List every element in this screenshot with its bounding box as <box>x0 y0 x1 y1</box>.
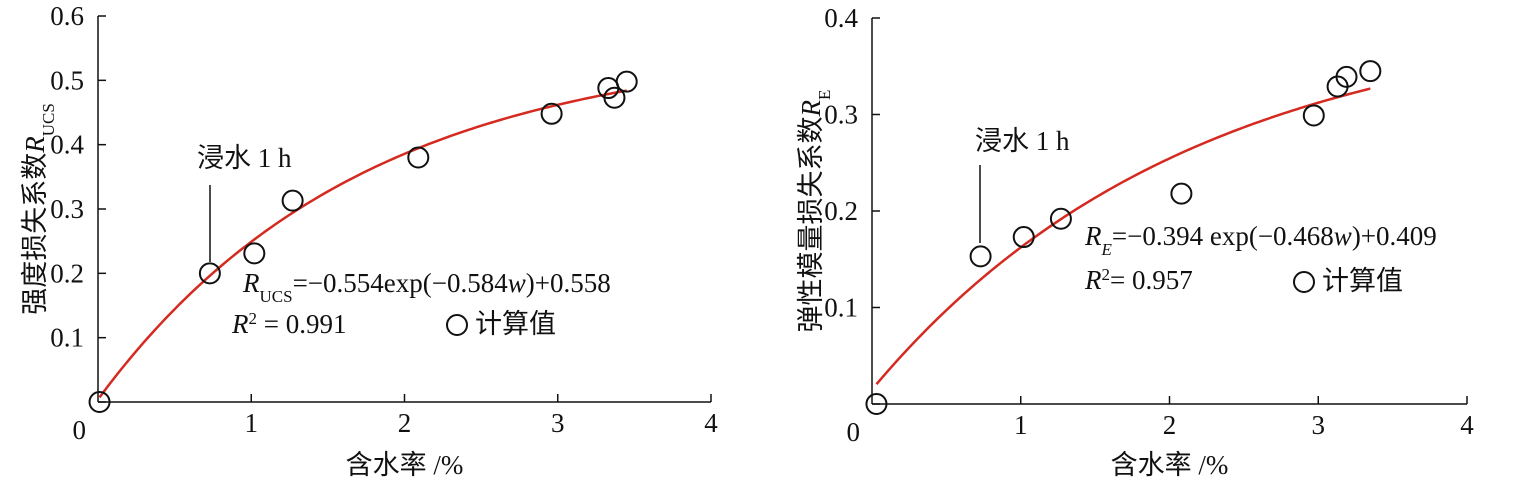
y-tick-label: 0.1 <box>50 323 84 353</box>
legend-marker <box>1293 271 1315 293</box>
data-point <box>1335 65 1358 88</box>
data-point <box>615 70 638 93</box>
y-tick-label: 0.2 <box>50 258 84 288</box>
x-tick-label: 4 <box>1460 410 1474 440</box>
fit-equation: RUCS=−0.554exp(−0.584w)+0.558 <box>242 268 611 306</box>
text-part: w <box>508 268 526 298</box>
annotation: 浸水 1 h <box>197 143 292 173</box>
text-part: )+0.409 <box>1352 221 1437 251</box>
text-part: R <box>242 268 260 298</box>
legend-label: 计算值 <box>1322 266 1403 296</box>
r-squared: R2= 0.957 <box>1084 265 1193 296</box>
data-point <box>603 86 626 109</box>
data-point <box>1012 226 1035 249</box>
data-point <box>281 189 304 212</box>
text-part: R <box>1084 221 1102 251</box>
y-tick-label: 0 <box>847 417 861 447</box>
text-part: = 0.957 <box>1110 265 1193 295</box>
x-tick-label: 1 <box>245 408 259 438</box>
data-point <box>1302 104 1325 127</box>
x-tick-label: 4 <box>704 408 718 438</box>
x-axis-label: 含水率 /% <box>1111 450 1229 480</box>
x-tick-label: 2 <box>398 408 412 438</box>
text-part: )+0.558 <box>526 268 611 298</box>
y-tick-label: 0.2 <box>824 196 858 226</box>
annotation: 浸水 1 h <box>975 126 1070 156</box>
y-tick-label: 0.4 <box>824 3 858 33</box>
text-part: 2 <box>249 309 258 328</box>
y-tick-label: 0 <box>73 415 87 445</box>
text-part: R <box>1084 265 1102 295</box>
text-part: = 0.991 <box>257 309 346 339</box>
text-part: R <box>20 136 50 154</box>
fit-equation: RE=−0.394 exp(−0.468w)+0.409 <box>1084 221 1437 259</box>
text-part: R <box>796 99 826 117</box>
text-part: E <box>815 90 834 100</box>
data-point <box>198 262 221 285</box>
r-squared: R2 = 0.991 <box>231 309 346 340</box>
text-part: R <box>231 309 249 339</box>
data-point <box>88 391 111 413</box>
y-tick-label: 0.3 <box>50 194 84 224</box>
data-point <box>407 146 430 169</box>
text-part: UCS <box>39 103 58 136</box>
text-part: 弹性模量损失系数 <box>796 116 826 332</box>
text-part: =−0.554exp(−0.584 <box>293 268 509 298</box>
y-tick-label: 0.4 <box>50 130 84 160</box>
data-point <box>969 245 992 268</box>
text-part: w <box>1334 221 1352 251</box>
legend-label: 计算值 <box>475 309 556 339</box>
y-axis-label: 弹性模量损失系数RE <box>796 90 834 333</box>
data-point <box>1049 207 1072 230</box>
text-part: 强度损失系数 <box>20 153 50 315</box>
data-point <box>1359 60 1382 83</box>
x-axis-label: 含水率 /% <box>346 450 464 480</box>
text-part: E <box>1101 240 1113 259</box>
data-point <box>243 242 266 265</box>
legend-marker <box>446 314 468 336</box>
x-tick-label: 2 <box>1163 410 1177 440</box>
text-part: 2 <box>1102 265 1111 284</box>
text-part: UCS <box>260 287 293 306</box>
x-tick-label: 3 <box>551 408 565 438</box>
data-point <box>865 393 888 415</box>
data-point <box>1170 182 1193 205</box>
y-tick-label: 0.6 <box>50 1 84 31</box>
x-tick-label: 3 <box>1312 410 1326 440</box>
text-part: =−0.394 exp(−0.468 <box>1112 221 1334 251</box>
y-tick-label: 0.1 <box>824 293 858 323</box>
y-axis-label: 强度损失系数RUCS <box>20 103 58 315</box>
fit-curve <box>875 87 1371 386</box>
y-tick-label: 0.5 <box>50 65 84 95</box>
x-tick-label: 1 <box>1014 410 1028 440</box>
fit-curve <box>98 89 627 399</box>
data-point <box>540 102 563 125</box>
y-tick-label: 0.3 <box>824 100 858 130</box>
